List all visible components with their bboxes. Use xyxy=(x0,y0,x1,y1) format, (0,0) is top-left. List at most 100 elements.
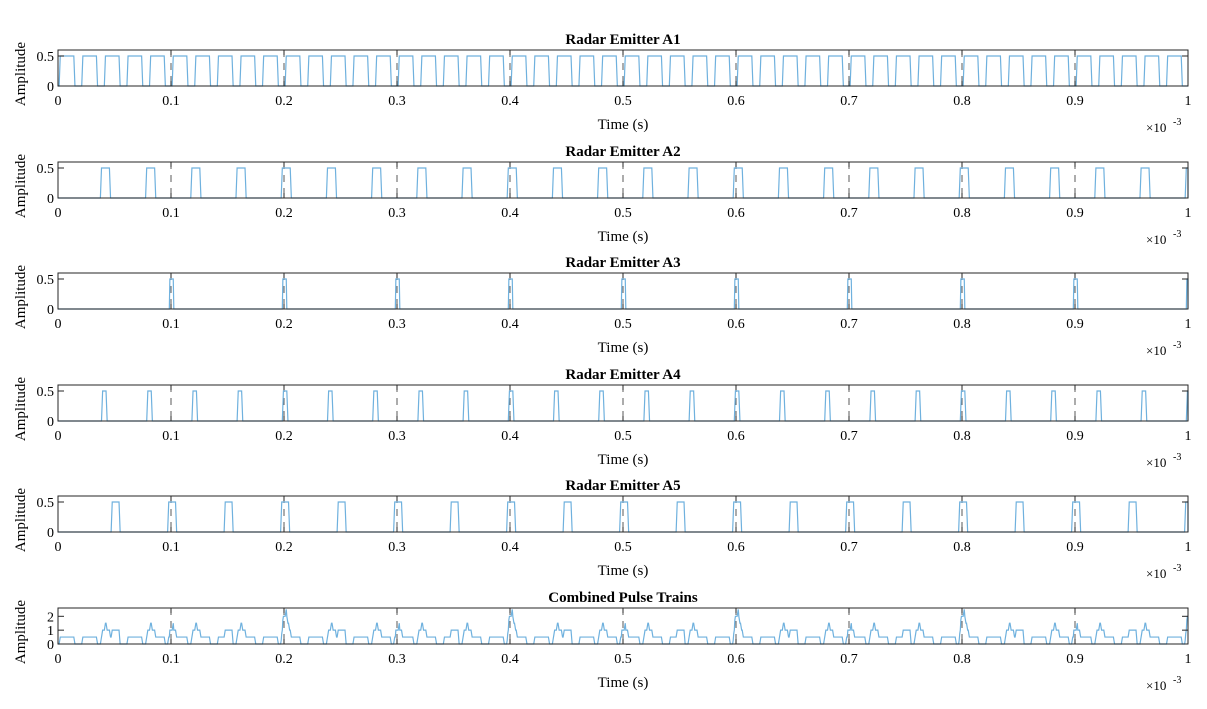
subplot-2: Radar Emitter A2 0 0.1 0.2 0.3 0.4 0.5 0.6 0.7 0.… xyxy=(13,144,1192,247)
x-tick-label: 0.3 xyxy=(388,317,406,332)
x-tick-label: 0.5 xyxy=(614,429,632,444)
x-tick-label: 0.2 xyxy=(275,652,293,667)
x-exponent-base: ×10 xyxy=(1146,678,1166,693)
x-tick-label: 0 xyxy=(55,94,62,109)
x-exponent-power: -3 xyxy=(1173,452,1181,463)
x-tick-label: 0.5 xyxy=(614,317,632,332)
x-tick-label: 0.6 xyxy=(727,206,745,221)
x-exponent-base: ×10 xyxy=(1146,455,1166,470)
x-tick-label: 0.3 xyxy=(388,429,406,444)
x-tick-label: 0.8 xyxy=(953,429,971,444)
subplot-3: Radar Emitter A3 0 0.1 0.2 0.3 0.4 0.5 0.6 0.7 0.… xyxy=(13,255,1192,358)
x-tick-label: 0.7 xyxy=(840,206,858,221)
y-tick-label: 0.5 xyxy=(37,50,55,65)
x-exponent-label: ×10 -3 xyxy=(1146,340,1181,358)
x-tick-label: 0.7 xyxy=(840,94,858,109)
x-exponent-power: -3 xyxy=(1173,675,1181,686)
x-tick-label: 0 xyxy=(55,429,62,444)
x-tick-label: 0.5 xyxy=(614,94,632,109)
subplot-title: Radar Emitter A2 xyxy=(565,144,680,160)
x-axis-label: Time (s) xyxy=(598,340,649,356)
x-tick-label: 0.3 xyxy=(388,94,406,109)
x-tick-label: 0.8 xyxy=(953,206,971,221)
subplot-5: Radar Emitter A5 0 0.1 0.2 0.3 0.4 0.5 0.6 0.7 0.… xyxy=(13,478,1192,581)
x-tick-label: 0.2 xyxy=(275,206,293,221)
x-axis-label: Time (s) xyxy=(598,563,649,579)
x-tick-label: 0.6 xyxy=(727,652,745,667)
x-tick-label: 0.4 xyxy=(501,652,519,667)
x-tick-label: 0.4 xyxy=(501,317,519,332)
x-tick-label: 0.5 xyxy=(614,540,632,555)
subplot-1: Radar Emitter A1 0 0.1 0.2 0.3 0.4 0.5 0.6 0.7 0.… xyxy=(13,32,1192,135)
x-tick-label: 1 xyxy=(1185,540,1192,555)
x-exponent-base: ×10 xyxy=(1146,343,1166,358)
x-tick-label: 0.5 xyxy=(614,206,632,221)
x-tick-label: 0.9 xyxy=(1066,206,1084,221)
x-tick-label: 0.7 xyxy=(840,652,858,667)
x-tick-label: 0.3 xyxy=(388,540,406,555)
y-tick-label: 0.5 xyxy=(37,273,55,288)
x-tick-label: 0.2 xyxy=(275,317,293,332)
x-tick-label: 0.8 xyxy=(953,540,971,555)
x-tick-label: 1 xyxy=(1185,429,1192,444)
y-axis-label: Amplitude xyxy=(13,600,29,665)
x-tick-label: 0.8 xyxy=(953,317,971,332)
x-tick-label: 0.1 xyxy=(162,540,180,555)
x-tick-label: 0.7 xyxy=(840,317,858,332)
x-tick-label: 0.1 xyxy=(162,429,180,444)
subplot-title: Radar Emitter A5 xyxy=(565,478,680,494)
x-exponent-label: ×10 -3 xyxy=(1146,117,1181,135)
x-exponent-power: -3 xyxy=(1173,563,1181,574)
y-tick-label: 1 xyxy=(47,624,54,639)
x-tick-label: 0.2 xyxy=(275,540,293,555)
x-tick-label: 0.7 xyxy=(840,540,858,555)
x-tick-label: 0.9 xyxy=(1066,540,1084,555)
x-tick-label: 0 xyxy=(55,652,62,667)
x-tick-label: 0.4 xyxy=(501,94,519,109)
x-exponent-power: -3 xyxy=(1173,340,1181,351)
x-tick-label: 0.9 xyxy=(1066,94,1084,109)
x-axis-label: Time (s) xyxy=(598,452,649,468)
x-exponent-power: -3 xyxy=(1173,229,1181,240)
x-tick-label: 0.6 xyxy=(727,540,745,555)
x-tick-label: 0.2 xyxy=(275,94,293,109)
x-exponent-power: -3 xyxy=(1173,117,1181,128)
y-tick-label: 0 xyxy=(47,192,54,207)
subplot-title: Combined Pulse Trains xyxy=(548,590,698,606)
x-exponent-label: ×10 -3 xyxy=(1146,563,1181,581)
x-axis-label: Time (s) xyxy=(598,229,649,245)
y-tick-label: 0 xyxy=(47,303,54,318)
series-line xyxy=(58,609,1189,645)
x-tick-label: 0.6 xyxy=(727,317,745,332)
subplot-title: Radar Emitter A4 xyxy=(565,367,681,383)
x-tick-label: 0.4 xyxy=(501,540,519,555)
subplot-title: Radar Emitter A3 xyxy=(565,255,680,271)
y-tick-label: 0.5 xyxy=(37,385,55,400)
x-tick-label: 0.1 xyxy=(162,94,180,109)
x-tick-label: 0.1 xyxy=(162,317,180,332)
y-axis-label: Amplitude xyxy=(13,42,29,107)
x-tick-label: 0.6 xyxy=(727,429,745,444)
x-tick-label: 0.4 xyxy=(501,429,519,444)
x-tick-label: 0.9 xyxy=(1066,652,1084,667)
x-tick-label: 0 xyxy=(55,317,62,332)
y-axis-label: Amplitude xyxy=(13,154,29,219)
x-tick-label: 0.7 xyxy=(840,429,858,444)
subplot-title: Radar Emitter A1 xyxy=(565,32,680,48)
x-tick-label: 1 xyxy=(1185,94,1192,109)
x-tick-label: 0.1 xyxy=(162,652,180,667)
x-tick-label: 1 xyxy=(1185,206,1192,221)
x-tick-label: 1 xyxy=(1185,652,1192,667)
x-tick-label: 0.6 xyxy=(727,94,745,109)
x-tick-label: 0.8 xyxy=(953,652,971,667)
y-tick-label: 0 xyxy=(47,526,54,541)
x-tick-label: 0.8 xyxy=(953,94,971,109)
y-tick-label: 2 xyxy=(47,610,54,625)
y-tick-label: 0.5 xyxy=(37,496,55,511)
x-tick-label: 0.1 xyxy=(162,206,180,221)
y-axis-label: Amplitude xyxy=(13,377,29,442)
x-exponent-label: ×10 -3 xyxy=(1146,229,1181,247)
x-tick-label: 1 xyxy=(1185,317,1192,332)
x-exponent-label: ×10 -3 xyxy=(1146,675,1181,693)
x-tick-label: 0 xyxy=(55,540,62,555)
